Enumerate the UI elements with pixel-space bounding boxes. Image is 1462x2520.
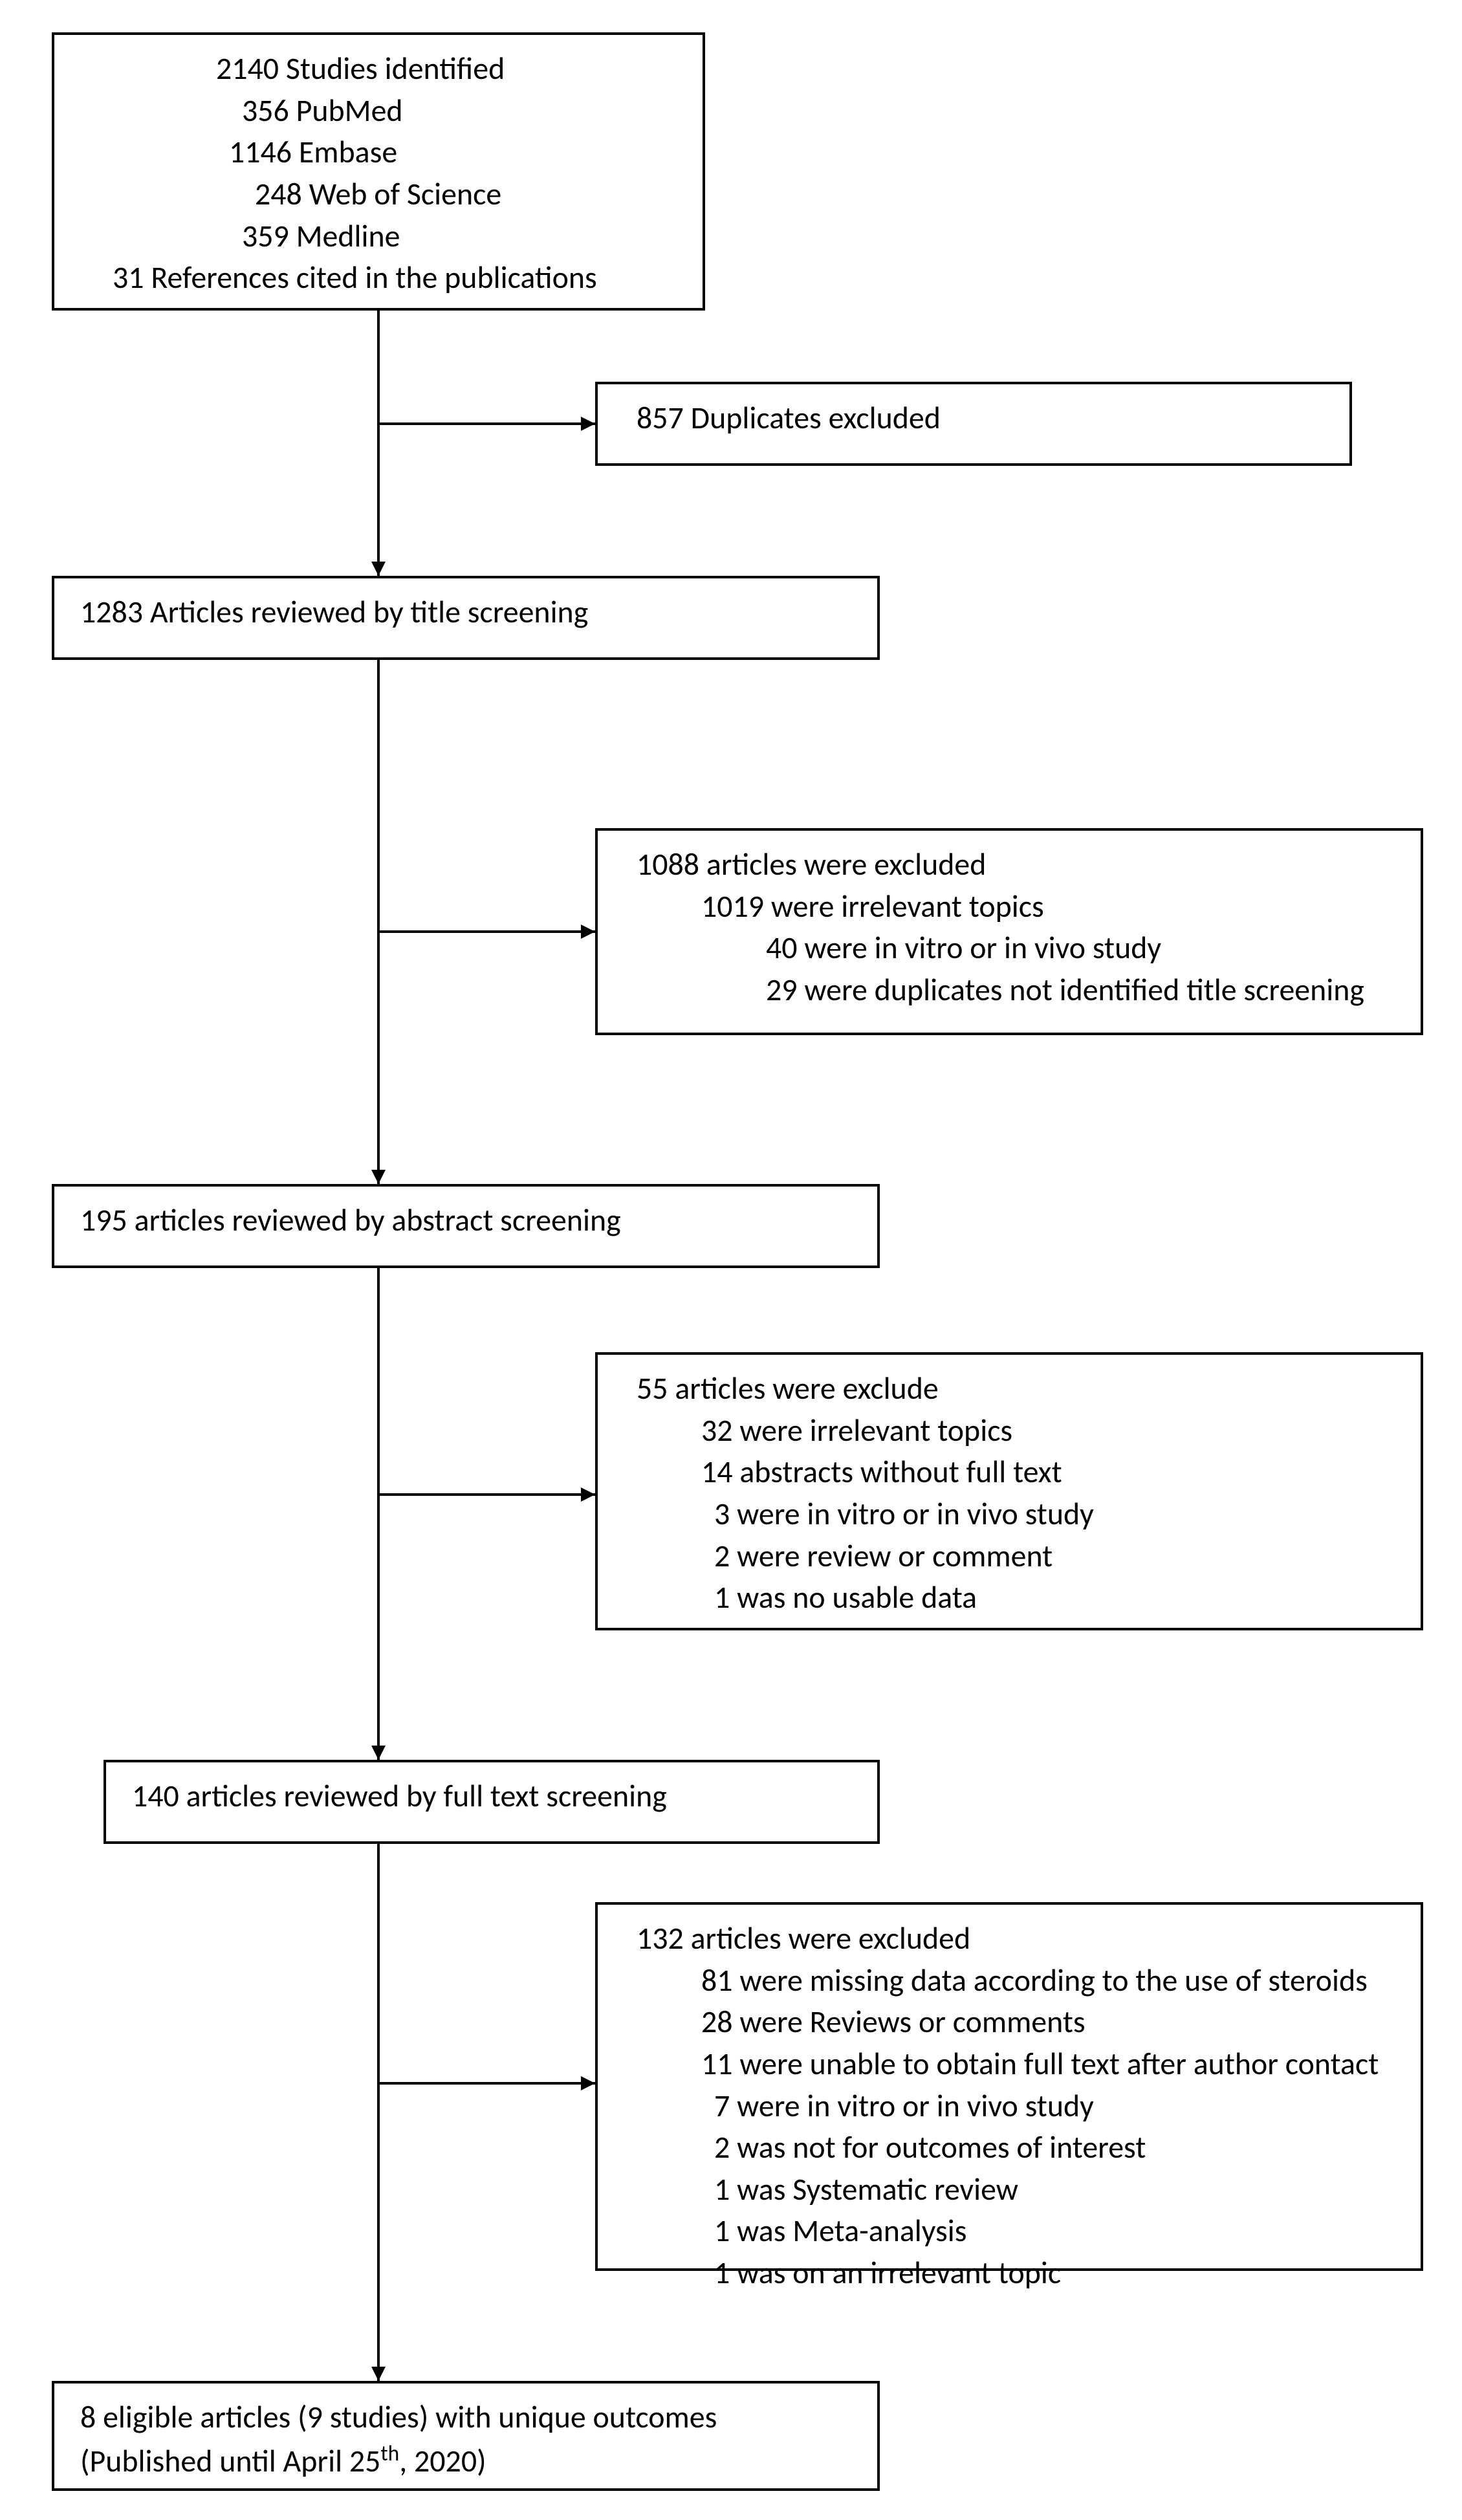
flowchart-node-n3: 1283 Articles reviewed by title screenin… [52, 576, 880, 660]
node-text-line: 857 Duplicates excluded [617, 397, 1330, 439]
flowchart-node-n7: 140 articles reviewed by full text scree… [104, 1760, 880, 1844]
flowchart-arrow-e5 [359, 1268, 398, 1760]
flowchart-arrow-e6 [378, 1475, 595, 1514]
node-text-line: 1088 articles were excluded [617, 844, 1401, 886]
flowchart-node-n4: 1088 articles were excluded1019 were irr… [595, 828, 1423, 1035]
node-text-line: 40 were in vitro or in vivo study [617, 927, 1401, 969]
node-text-line: 8 eligible articles (9 studies) with uni… [74, 2396, 858, 2438]
node-text-line: 359 Medline [74, 215, 683, 257]
node-text-line: 32 were irrelevant topics [617, 1410, 1401, 1452]
node-text-line: 81 were missing data according to the us… [617, 1960, 1401, 2002]
node-text-line: 140 articles reviewed by full text scree… [125, 1775, 858, 1817]
flowchart-arrow-e8 [378, 2064, 595, 2103]
flowchart-node-n1: 2140 Studies identified356 PubMed1146 Em… [52, 32, 705, 311]
node-text-line: 29 were duplicates not identified title … [617, 969, 1401, 1011]
node-text-line: 1283 Articles reviewed by title screenin… [74, 591, 858, 633]
node-text-line: 28 were Reviews or comments [617, 2001, 1401, 2043]
node-text-line: 55 articles were exclude [617, 1368, 1401, 1410]
flowchart-node-n9: 8 eligible articles (9 studies) with uni… [52, 2381, 880, 2491]
node-text-line: 248 Web of Science [74, 173, 683, 215]
flowchart-node-n8: 132 articles were excluded81 were missin… [595, 1902, 1423, 2271]
flowchart-node-n2: 857 Duplicates excluded [595, 382, 1352, 466]
node-text-line: 1 was no usable data [617, 1577, 1401, 1619]
node-text-line: 11 were unable to obtain full text after… [617, 2043, 1401, 2085]
node-text-line: 2 were review or comment [617, 1535, 1401, 1577]
node-text-line: 3 were in vitro or in vivo study [617, 1493, 1401, 1535]
node-text-line: 1146 Embase [74, 131, 683, 173]
node-text-line: 1 was Meta-analysis [617, 2210, 1401, 2252]
node-text-line: 7 were in vitro or in vivo study [617, 2085, 1401, 2127]
node-text-line: 356 PubMed [74, 90, 683, 132]
flowchart-arrow-e2 [378, 404, 595, 443]
flowchart-arrow-e7 [359, 1844, 398, 2381]
node-text-line: 2140 Studies identified [74, 48, 683, 90]
node-text-line: (Published until April 25th, 2020) [74, 2438, 858, 2482]
node-text-line: 1 was on an irrelevant topic [617, 2252, 1401, 2294]
node-text-line: 1 was Systematic review [617, 2169, 1401, 2211]
node-text-line: 14 abstracts without full text [617, 1451, 1401, 1493]
node-text-line: 31 References cited in the publications [74, 257, 683, 299]
flowchart-node-n5: 195 articles reviewed by abstract screen… [52, 1184, 880, 1268]
flowchart-arrow-e4 [378, 912, 595, 951]
node-text-line: 2 was not for outcomes of interest [617, 2127, 1401, 2169]
node-text-line: 132 articles were excluded [617, 1918, 1401, 1960]
node-text-line: 195 articles reviewed by abstract screen… [74, 1200, 858, 1242]
flowchart-arrow-e1 [359, 311, 398, 576]
flowchart-node-n6: 55 articles were exclude32 were irreleva… [595, 1352, 1423, 1630]
node-text-line: 1019 were irrelevant topics [617, 886, 1401, 928]
